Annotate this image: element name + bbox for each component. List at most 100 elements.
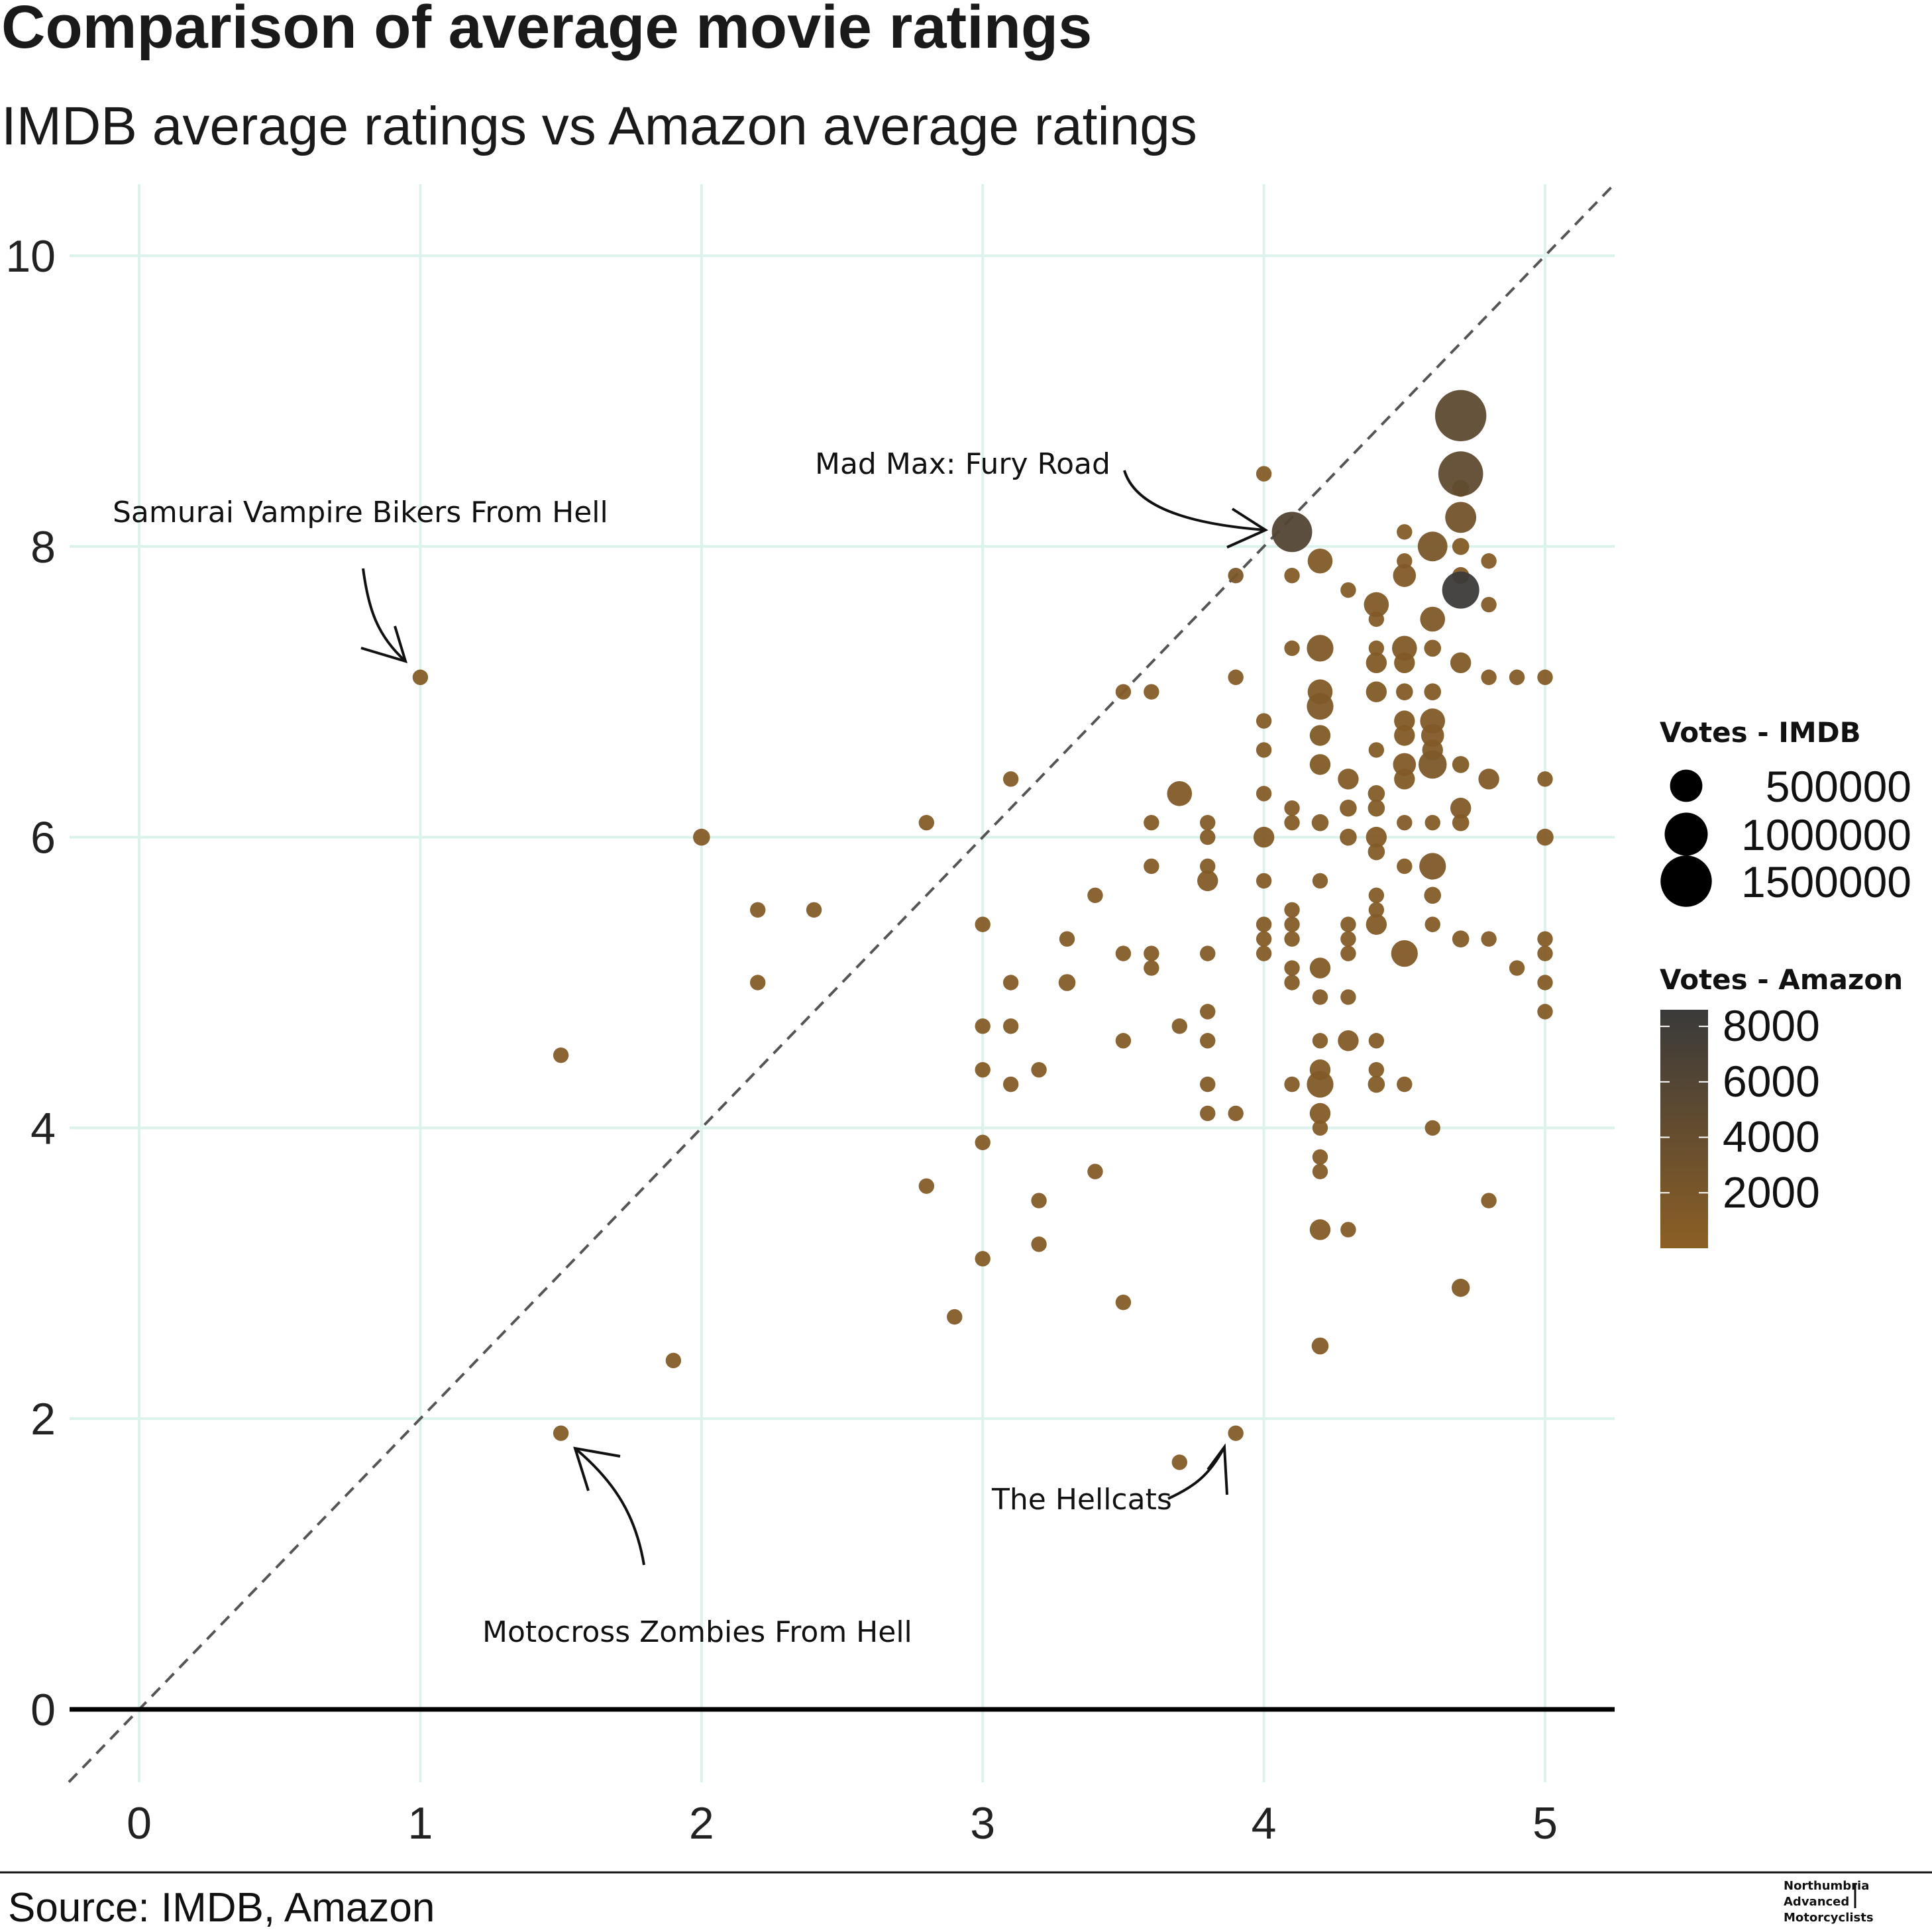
size-legend: Votes - IMDB 500000 1000000 1500000 bbox=[1660, 716, 1911, 907]
scatter-point bbox=[1312, 989, 1328, 1005]
scatter-point bbox=[1368, 640, 1385, 657]
scatter-point bbox=[1307, 693, 1334, 720]
scatter-point bbox=[1228, 1105, 1244, 1122]
scatter-point bbox=[975, 1018, 991, 1034]
scatter-point bbox=[1481, 931, 1497, 947]
scatter-point bbox=[1256, 786, 1272, 802]
scatter-point bbox=[1481, 596, 1497, 613]
scatter-point bbox=[1256, 466, 1272, 482]
scatter-point bbox=[1340, 582, 1356, 598]
scatter-point bbox=[1284, 640, 1300, 657]
scatter-point bbox=[1144, 858, 1159, 875]
scatter-point bbox=[1434, 390, 1487, 442]
annotation-hellcats-arrow bbox=[1167, 1446, 1226, 1500]
scatter-point bbox=[1031, 1236, 1047, 1252]
scatter-point bbox=[1312, 1163, 1328, 1179]
scatter-point bbox=[1312, 1149, 1328, 1165]
scatter-point bbox=[1424, 683, 1442, 700]
scatter-point bbox=[1284, 931, 1300, 947]
annotation-hellcats: The Hellcats bbox=[991, 1483, 1172, 1517]
scatter-point bbox=[1393, 753, 1417, 777]
scatter-point bbox=[1087, 1163, 1103, 1179]
scatter-point bbox=[1338, 769, 1359, 790]
scatter-point bbox=[1368, 1061, 1385, 1078]
scatter-point bbox=[1087, 887, 1103, 904]
scatter-point bbox=[1451, 1279, 1470, 1297]
scatter-point bbox=[1340, 916, 1356, 932]
scatter-point bbox=[1366, 681, 1387, 702]
scatter-point bbox=[1002, 1018, 1019, 1034]
scatter-point bbox=[1115, 945, 1132, 961]
scatter-point bbox=[1397, 524, 1413, 540]
scatter-point bbox=[1340, 989, 1356, 1005]
color-legend-label: 6000 bbox=[1723, 1057, 1820, 1106]
scatter-point bbox=[1115, 1033, 1132, 1049]
y-tick-label: 8 bbox=[30, 522, 56, 572]
scatter-point bbox=[1284, 960, 1300, 976]
scatter-point bbox=[1340, 931, 1356, 947]
scatter-point bbox=[1450, 798, 1472, 819]
scatter-point bbox=[1059, 931, 1075, 947]
scatter-point bbox=[1419, 853, 1446, 880]
x-tick-label: 2 bbox=[689, 1798, 714, 1849]
publisher-logo: Northumbria Advanced Motorcyclists bbox=[1784, 1879, 1874, 1925]
x-tick-label: 0 bbox=[127, 1798, 152, 1849]
scatter-point bbox=[1424, 814, 1440, 831]
scatter-point bbox=[1167, 780, 1193, 806]
scatter-point bbox=[1366, 826, 1387, 848]
x-tick-label: 3 bbox=[970, 1798, 995, 1849]
scatter-point bbox=[1340, 799, 1357, 817]
scatter-point bbox=[1450, 652, 1472, 674]
scatter-point bbox=[1197, 870, 1218, 892]
scatter-point bbox=[975, 1134, 991, 1151]
scatter-point bbox=[1391, 940, 1418, 967]
size-legend-label-large: 1500000 bbox=[1741, 857, 1911, 906]
scatter-point bbox=[1200, 945, 1216, 961]
scatter-point bbox=[1228, 567, 1244, 584]
scatter-point bbox=[1364, 592, 1389, 617]
scatter-point bbox=[1256, 945, 1272, 961]
scatter-point bbox=[918, 814, 935, 831]
scatter-point bbox=[1144, 684, 1159, 700]
scatter-point bbox=[1509, 960, 1525, 976]
scatter-point bbox=[1311, 1337, 1329, 1355]
scatter-point bbox=[1284, 800, 1300, 816]
scatter-point bbox=[947, 1309, 963, 1325]
scatter-point bbox=[1311, 814, 1329, 832]
scatter-point bbox=[1256, 931, 1272, 947]
scatter-point bbox=[1309, 1102, 1331, 1124]
scatter-point bbox=[1256, 713, 1272, 729]
scatter-point bbox=[412, 669, 429, 685]
scatter-point bbox=[1537, 669, 1553, 685]
scatter-point bbox=[1366, 914, 1387, 935]
size-legend-label-small: 500000 bbox=[1766, 762, 1911, 811]
scatter-point bbox=[1309, 725, 1331, 746]
scatter-point bbox=[1256, 742, 1272, 758]
annotations: Mad Max: Fury Road Samurai Vampire Biker… bbox=[113, 447, 1269, 1649]
annotation-samurai-arrowhead bbox=[360, 625, 407, 663]
scatter-point bbox=[1200, 1033, 1216, 1049]
annotation-mad-max-arrowhead bbox=[1226, 508, 1269, 549]
logo-line-3: Motorcyclists bbox=[1784, 1911, 1874, 1925]
scatter-point bbox=[1307, 548, 1333, 574]
reference-line-layer bbox=[68, 182, 1617, 1784]
scatter-point bbox=[1394, 710, 1415, 731]
scatter-point bbox=[1424, 639, 1442, 657]
scatter-point bbox=[975, 916, 991, 932]
scatter-point bbox=[1452, 930, 1470, 947]
scatter-point bbox=[665, 1352, 682, 1369]
scatter-point bbox=[1424, 1120, 1440, 1136]
size-legend-label-medium: 1000000 bbox=[1741, 810, 1911, 859]
scatter-point bbox=[1366, 652, 1387, 674]
scatter-point bbox=[1537, 975, 1553, 991]
scatter-point bbox=[1200, 814, 1216, 831]
scatter-point bbox=[1340, 828, 1357, 846]
color-legend-bar bbox=[1660, 1010, 1708, 1248]
scatter-point bbox=[1256, 873, 1272, 889]
scatter-point bbox=[1368, 784, 1385, 802]
annotation-mad-max: Mad Max: Fury Road bbox=[815, 447, 1110, 481]
annotation-samurai: Samurai Vampire Bikers From Hell bbox=[113, 496, 608, 529]
scatter-point bbox=[1368, 843, 1385, 861]
scatter-point bbox=[1200, 1076, 1216, 1093]
